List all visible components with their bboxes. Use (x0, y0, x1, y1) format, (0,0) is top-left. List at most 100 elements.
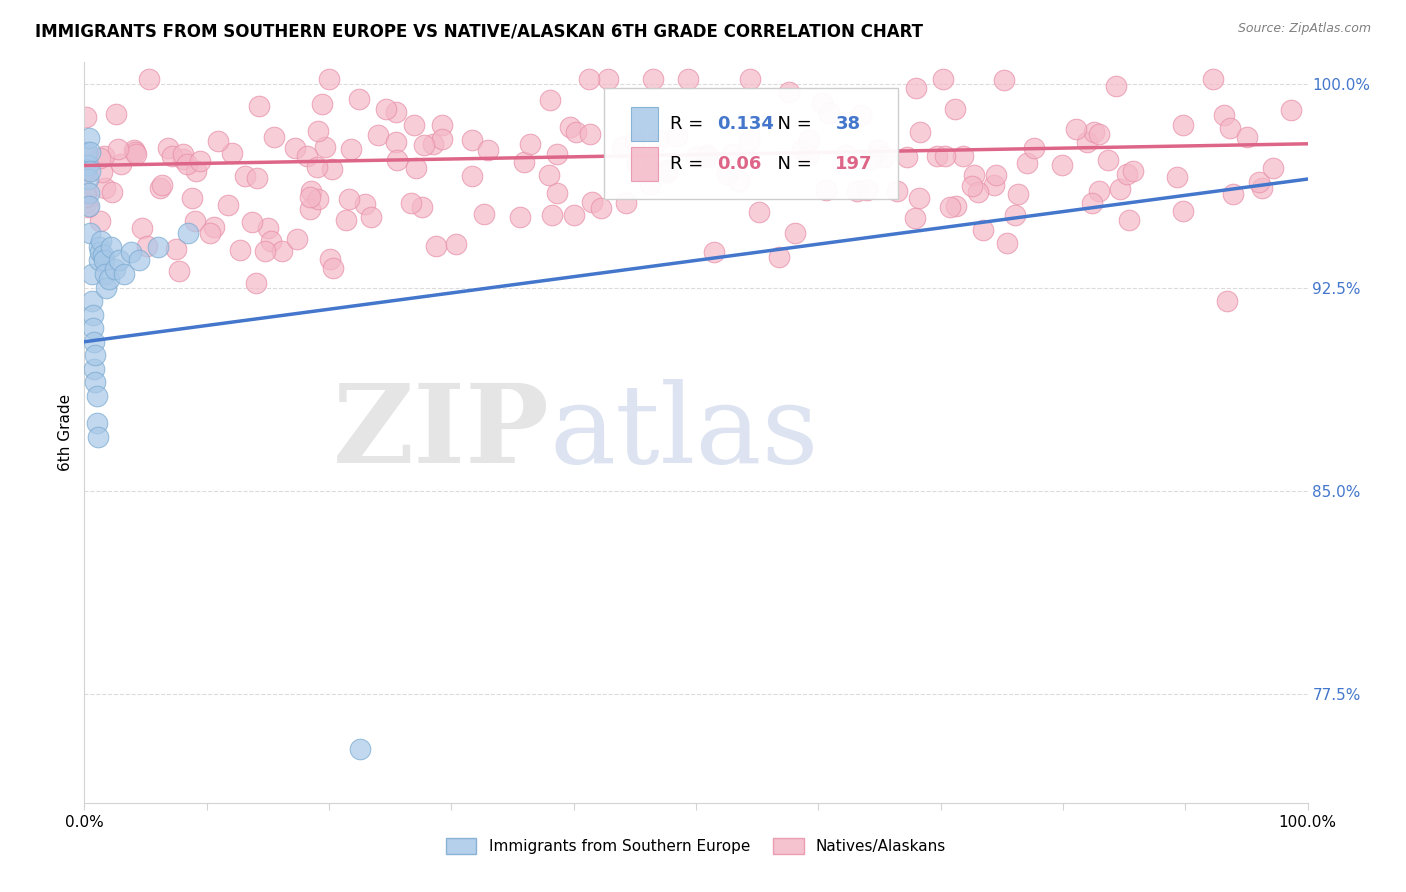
Point (83, 362, 105, 376)
Point (1249, 175, 1271, 189)
Text: N =: N = (766, 115, 823, 133)
Point (176, 157, 198, 171)
Point (655, 165, 678, 179)
Point (75, 161, 97, 176)
Point (349, 92, 371, 106)
Point (835, 147, 858, 161)
Point (245, 276, 267, 290)
Point (1105, 79, 1128, 94)
Point (1202, 71, 1225, 86)
Point (1097, 153, 1119, 167)
Point (138, 71, 160, 86)
Point (641, 71, 664, 86)
Point (932, 71, 955, 86)
Point (387, 153, 409, 168)
Point (477, 144, 499, 158)
Point (886, 185, 908, 199)
Point (75, 111, 97, 125)
Point (91, 248, 114, 262)
Point (295, 149, 318, 163)
Point (82, 308, 104, 322)
Point (1118, 213, 1140, 227)
Text: Source: ZipAtlas.com: Source: ZipAtlas.com (1237, 22, 1371, 36)
Point (94, 267, 117, 281)
Point (513, 155, 536, 169)
Point (322, 260, 344, 275)
Point (810, 95, 832, 110)
Point (156, 141, 179, 155)
Point (97, 272, 120, 286)
Point (246, 171, 269, 186)
Point (86, 416, 108, 430)
Point (104, 261, 127, 276)
Point (872, 150, 894, 164)
Point (101, 186, 124, 200)
Point (537, 169, 560, 183)
Point (647, 132, 669, 146)
Point (188, 154, 211, 169)
Point (952, 148, 974, 162)
Legend: Immigrants from Southern Europe, Natives/Alaskans: Immigrants from Southern Europe, Natives… (439, 830, 953, 862)
Point (856, 183, 879, 197)
Point (165, 242, 187, 256)
Point (221, 145, 243, 160)
Point (538, 93, 561, 107)
Point (375, 102, 398, 116)
Point (1216, 294, 1239, 309)
Point (271, 244, 294, 259)
Point (87, 430, 110, 444)
Point (425, 239, 447, 253)
Point (125, 147, 148, 161)
Point (105, 107, 128, 121)
Point (112, 267, 135, 281)
Point (1083, 125, 1105, 139)
Point (578, 71, 600, 86)
Point (235, 169, 257, 183)
Point (562, 208, 585, 222)
Point (938, 200, 960, 214)
Point (284, 141, 307, 155)
Point (307, 192, 329, 206)
Point (1024, 141, 1046, 155)
Point (546, 186, 568, 201)
Point (93, 149, 115, 163)
Point (626, 156, 648, 170)
Point (1212, 108, 1234, 122)
Point (198, 226, 221, 240)
Point (172, 152, 194, 166)
Point (254, 244, 277, 259)
Point (790, 143, 813, 157)
Point (402, 118, 425, 132)
Point (207, 134, 229, 148)
Point (560, 120, 582, 135)
Point (135, 239, 157, 253)
Point (1015, 156, 1038, 170)
Point (405, 161, 427, 176)
Point (925, 149, 948, 163)
Point (797, 148, 820, 162)
Point (84, 348, 107, 362)
Point (1263, 161, 1285, 175)
Point (541, 208, 564, 222)
Point (110, 156, 132, 170)
Point (696, 148, 718, 162)
Point (77, 131, 100, 145)
Point (519, 137, 541, 152)
Point (172, 147, 194, 161)
Y-axis label: 6th Grade: 6th Grade (58, 394, 73, 471)
Point (596, 71, 619, 86)
FancyBboxPatch shape (605, 88, 898, 200)
Point (299, 184, 322, 198)
Point (1250, 181, 1272, 195)
Point (87, 240, 110, 254)
Point (778, 85, 800, 99)
Point (797, 133, 820, 147)
Point (904, 211, 927, 226)
Point (259, 234, 281, 248)
Point (307, 124, 329, 138)
Point (124, 145, 146, 159)
Point (150, 178, 173, 192)
Point (93, 253, 115, 268)
Point (546, 146, 568, 161)
Point (963, 168, 986, 182)
